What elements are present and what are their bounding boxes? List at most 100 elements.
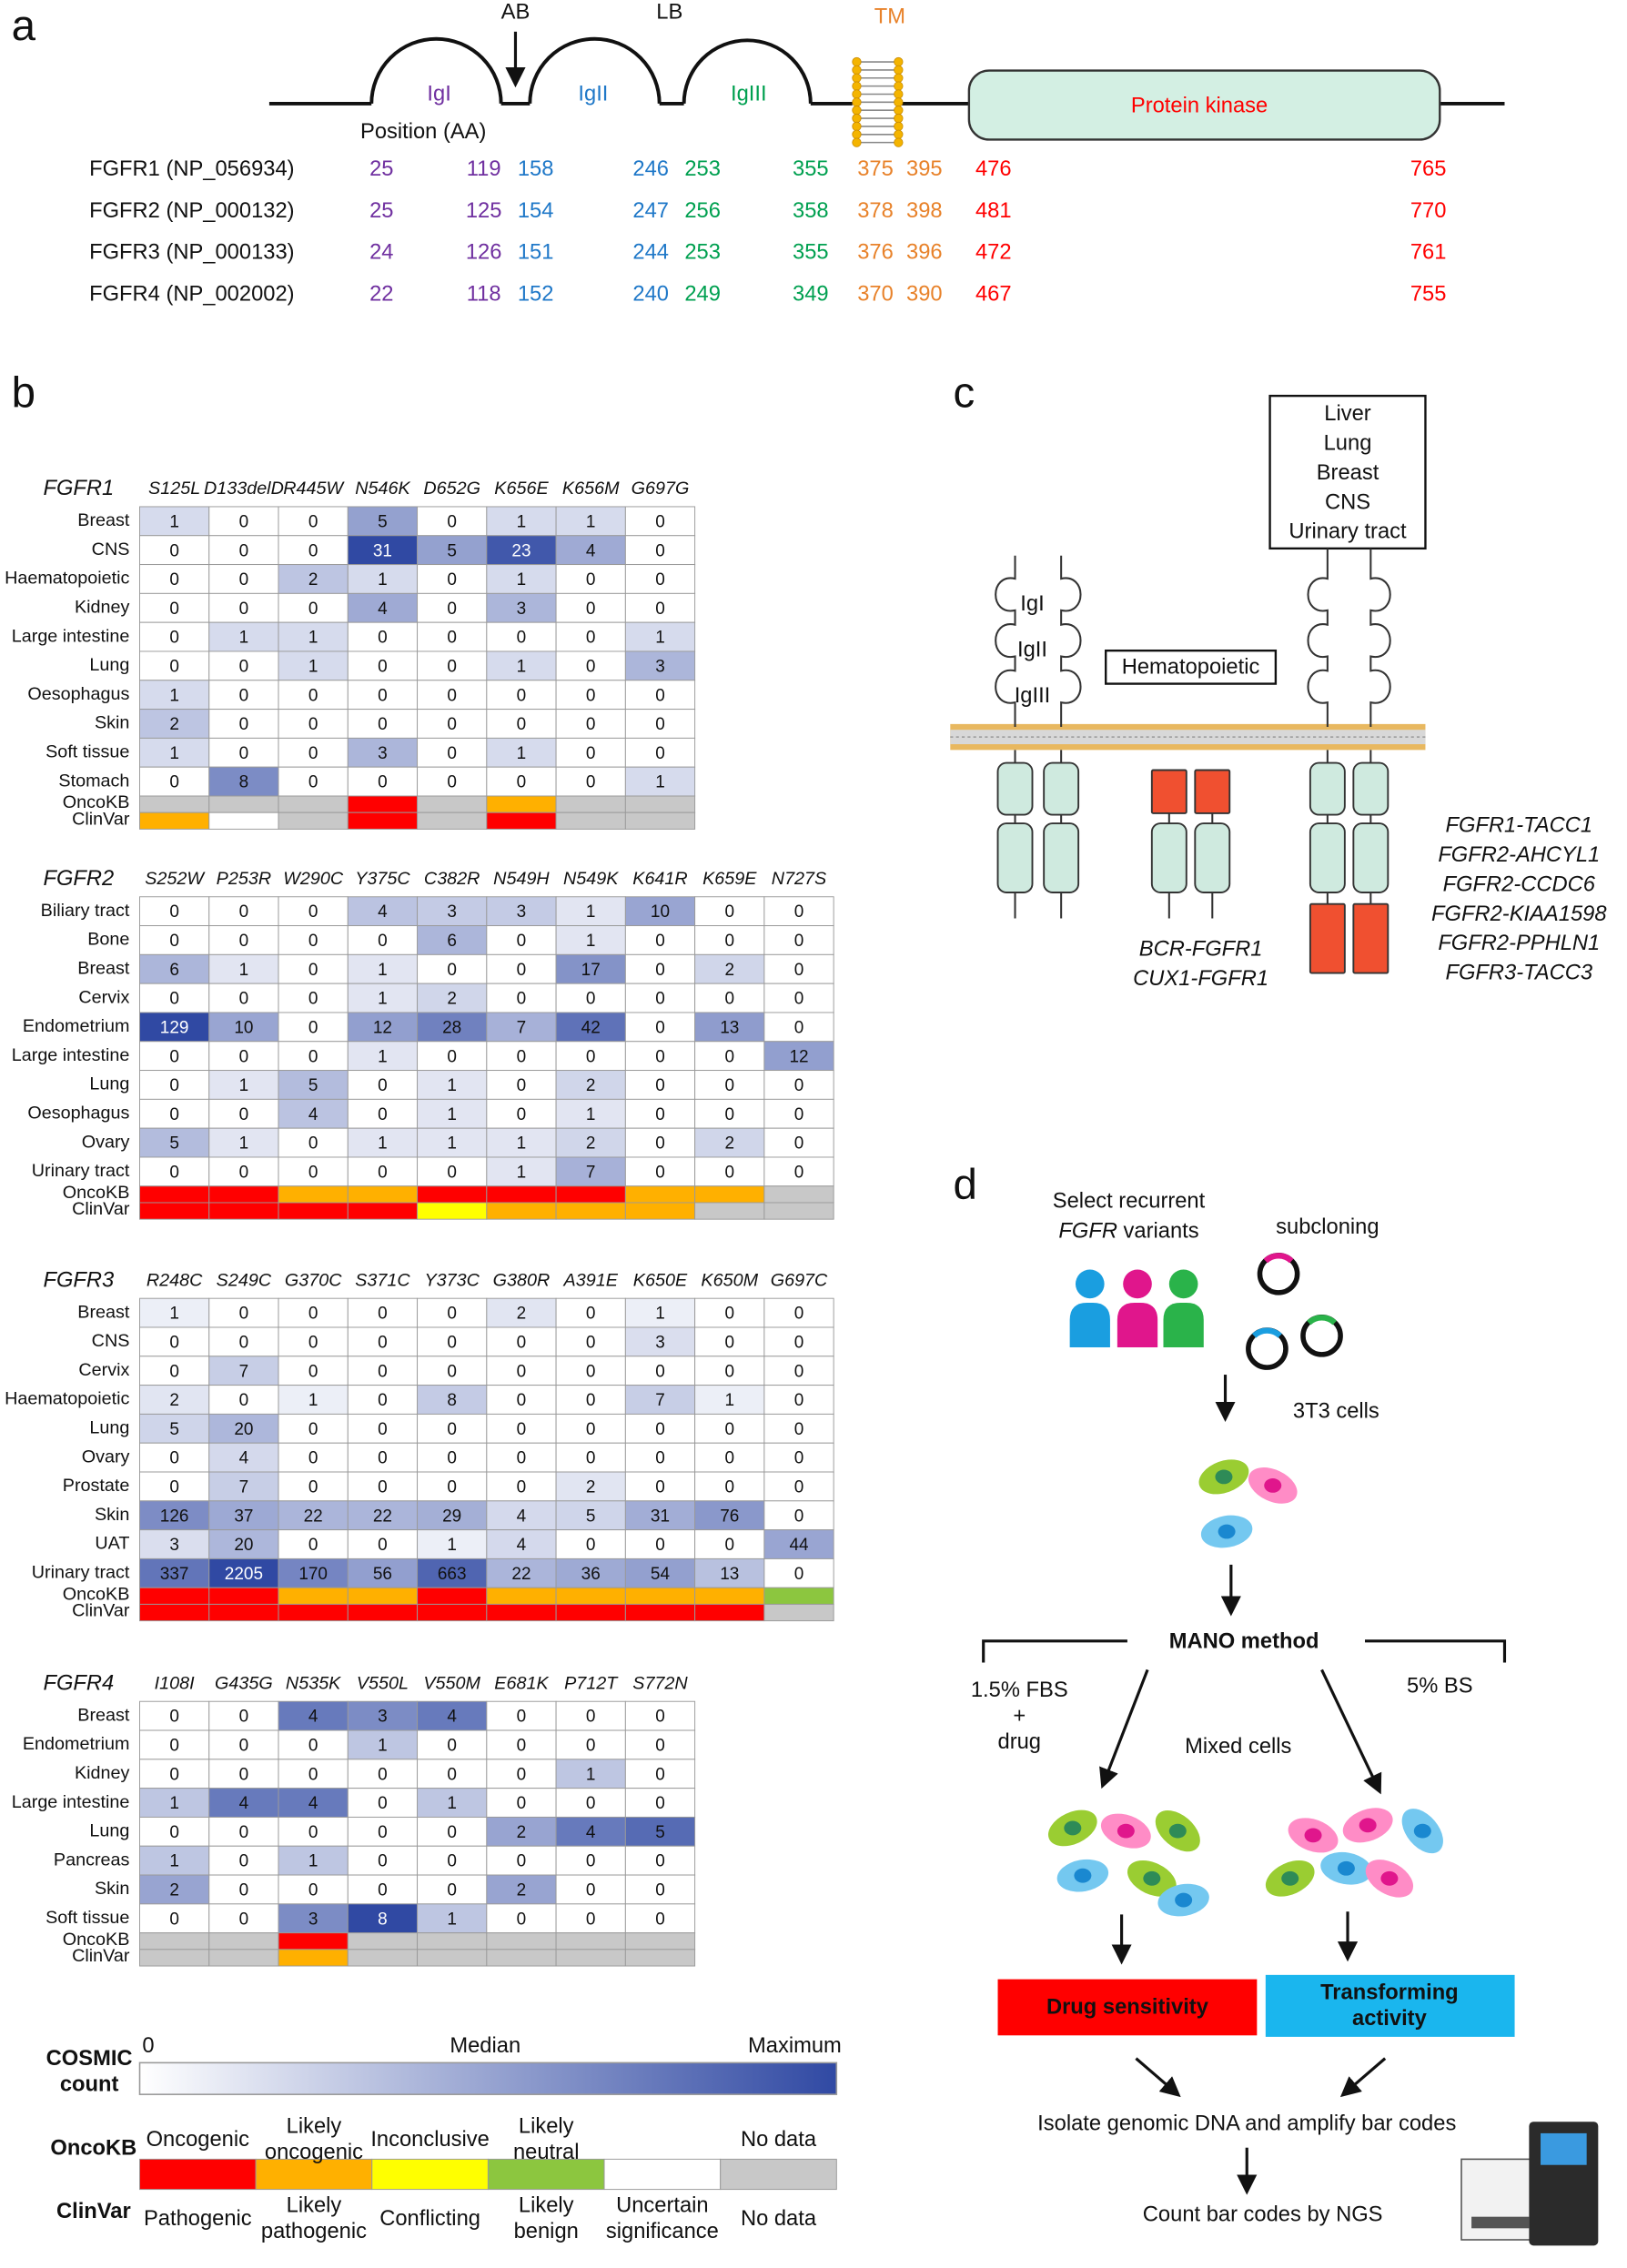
count-cell [278, 925, 349, 955]
count-label: 5 [169, 1134, 179, 1154]
fusion-name: FGFR1-TACC1 [1445, 813, 1592, 837]
count-label: 1 [378, 1134, 388, 1154]
count-label: 1 [447, 1910, 457, 1929]
position: 125 [466, 199, 502, 223]
count-label: 0 [308, 1536, 318, 1555]
count-cell [278, 1127, 349, 1158]
position: 253 [684, 157, 721, 181]
count-label: 0 [586, 1852, 596, 1871]
count-label: 0 [586, 1047, 596, 1066]
oncokb-row-label: OncoKB [63, 1930, 130, 1950]
kinase-box [996, 761, 1034, 816]
count-label: 0 [724, 1478, 734, 1497]
count-label: 0 [378, 686, 388, 705]
cell-nucleus [1168, 1823, 1187, 1839]
count-label: 0 [447, 715, 457, 734]
count-label: 0 [794, 902, 804, 922]
ig-label: IgII [1017, 638, 1047, 661]
oncokb-cell [347, 1587, 419, 1605]
count-label: 0 [169, 1333, 179, 1352]
count-cell [139, 1816, 210, 1847]
count-label: 0 [655, 1105, 665, 1124]
oncokb-cell [486, 795, 557, 813]
cosmic-mid: Median [450, 2034, 520, 2058]
lipid-head [894, 81, 904, 91]
count-label: 0 [447, 570, 457, 590]
count-cell [139, 1759, 210, 1789]
count-cell [139, 506, 210, 537]
count-label: 0 [169, 773, 179, 792]
count-label: 0 [724, 1047, 734, 1066]
workflow-icons [1047, 1252, 1599, 2246]
count-cell [347, 1874, 419, 1905]
clinvar-cell [486, 1202, 557, 1220]
count-cell [486, 1788, 557, 1818]
count-label: 0 [655, 1881, 665, 1900]
count-label: 0 [724, 1333, 734, 1352]
oncokb-cell [208, 1587, 279, 1605]
count-label: 0 [308, 1478, 318, 1497]
count-cell [417, 680, 488, 711]
count-label: 0 [655, 1708, 665, 1727]
membrane [950, 723, 1426, 751]
count-label: 0 [794, 990, 804, 1009]
count-label: 20 [234, 1420, 253, 1439]
count-cell [417, 1759, 488, 1789]
count-label: 0 [724, 990, 734, 1009]
count-label: 1 [447, 1105, 457, 1124]
count-label: 1 [378, 1047, 388, 1066]
count-cell [624, 896, 696, 927]
count-cell [555, 896, 626, 927]
count-label: 4 [378, 902, 388, 922]
count-label: 1 [655, 629, 665, 648]
count-label: 1 [586, 1105, 596, 1124]
count-label: 7 [239, 1478, 249, 1497]
count-cell [763, 1385, 834, 1415]
count-cell [417, 592, 488, 623]
oncokb-cell [347, 1932, 419, 1950]
count-label: 0 [655, 1076, 665, 1095]
fusion-name: FGFR2-AHCYL1 [1438, 843, 1600, 867]
tissue-label: Stomach [58, 771, 129, 791]
count-label: 0 [308, 1163, 318, 1182]
count-cell [347, 1903, 419, 1934]
lipid-head [894, 137, 904, 147]
fusion-partner [1150, 769, 1187, 814]
clinvar-row-label: ClinVar [72, 809, 130, 829]
count-label: 0 [378, 932, 388, 951]
lipid-head [852, 81, 862, 91]
count-cell [347, 1385, 419, 1415]
count-cell [624, 1156, 696, 1187]
count-cell [347, 1816, 419, 1847]
tissue-label: CNS [92, 539, 130, 559]
lipid-head [894, 106, 904, 116]
position: 151 [518, 241, 554, 265]
tissue-box [1268, 394, 1427, 550]
count-cell [347, 1326, 419, 1357]
plasmid-insert [1263, 1253, 1294, 1264]
igiii-label: IgIII [731, 83, 767, 106]
oncokb-cell [555, 1185, 626, 1204]
count-cell [208, 983, 279, 1013]
count-cell [139, 766, 210, 797]
lipid-head [852, 129, 862, 139]
count-label: 0 [378, 1536, 388, 1555]
position: 761 [1410, 241, 1447, 265]
count-label: 170 [298, 1565, 328, 1584]
clinvar-cell [278, 1202, 349, 1220]
clinvar-cell [555, 1202, 626, 1220]
count-label: 13 [720, 1018, 739, 1037]
clinvar-row-label: ClinVar [72, 1946, 130, 1966]
count-cell [624, 1874, 696, 1905]
count-label: 0 [447, 629, 457, 648]
count-label: 0 [655, 1852, 665, 1871]
instrument-screen [1541, 2132, 1587, 2165]
drug-label: Drug sensitivity [1046, 1996, 1209, 2020]
count-label: 0 [239, 1823, 249, 1842]
tissue-label: CNS [92, 1331, 130, 1351]
count-cell [417, 564, 488, 594]
count-cell [555, 737, 626, 768]
kinase-box [1150, 822, 1187, 893]
count-label: 0 [655, 686, 665, 705]
count-label: 0 [169, 1823, 179, 1842]
